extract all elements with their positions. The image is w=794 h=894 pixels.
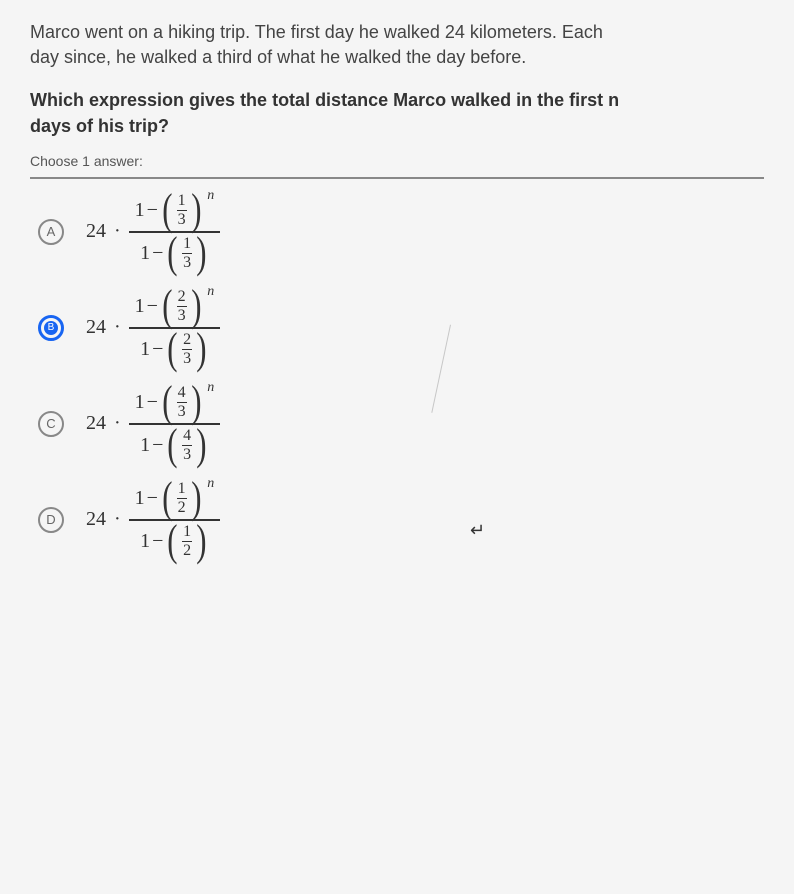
numerator: 1 − (13)n (129, 193, 221, 233)
coefficient: 24 (86, 412, 106, 435)
main-fraction: 1 − (13)n1 − (13) (129, 193, 221, 271)
answer-choice[interactable]: B 24 · 1 − (23)n1 − (23) (30, 289, 764, 367)
numerator: 1 − (12)n (129, 481, 221, 521)
denominator: 1 − (13) (129, 233, 221, 271)
formula: 24 · 1 − (13)n1 − (13) (86, 193, 220, 271)
choice-letter: C (46, 416, 55, 431)
prompt-line-1: Which expression gives the total distanc… (30, 90, 619, 110)
numerator: 1 − (43)n (129, 385, 221, 425)
multiply-dot: · (114, 508, 121, 531)
formula: 24 · 1 − (12)n1 − (12) (86, 481, 220, 559)
coefficient: 24 (86, 316, 106, 339)
choice-letter: A (47, 224, 56, 239)
coefficient: 24 (86, 508, 106, 531)
denominator: 1 − (43) (129, 425, 221, 463)
choice-letter: D (46, 512, 55, 527)
main-fraction: 1 − (23)n1 − (23) (129, 289, 221, 367)
denominator: 1 − (23) (129, 329, 221, 367)
coefficient: 24 (86, 220, 106, 243)
main-fraction: 1 − (43)n1 − (43) (129, 385, 221, 463)
radio-button[interactable]: D (38, 507, 64, 533)
multiply-dot: · (114, 412, 121, 435)
radio-button[interactable]: C (38, 411, 64, 437)
answer-choice[interactable]: A 24 · 1 − (13)n1 − (13) (30, 193, 764, 271)
choice-letter: B (44, 321, 58, 335)
cursor-icon: ↵ (470, 520, 485, 541)
answers-container: A 24 · 1 − (13)n1 − (13) B 24 · 1 − (23)n1 − (2… (30, 193, 764, 559)
formula: 24 · 1 − (43)n1 − (43) (86, 385, 220, 463)
question-context: Marco went on a hiking trip. The first d… (30, 20, 764, 70)
radio-button[interactable]: A (38, 219, 64, 245)
denominator: 1 − (12) (129, 521, 221, 559)
answer-choice[interactable]: D 24 · 1 − (12)n1 − (12) (30, 481, 764, 559)
divider (30, 177, 764, 179)
question-prompt: Which expression gives the total distanc… (30, 88, 764, 138)
multiply-dot: · (114, 316, 121, 339)
numerator: 1 − (23)n (129, 289, 221, 329)
prompt-line-2: days of his trip? (30, 116, 169, 136)
choose-label: Choose 1 answer: (30, 153, 764, 169)
multiply-dot: · (114, 220, 121, 243)
context-line-1: Marco went on a hiking trip. The first d… (30, 22, 603, 42)
radio-button[interactable]: B (38, 315, 64, 341)
answer-choice[interactable]: C 24 · 1 − (43)n1 − (43) (30, 385, 764, 463)
main-fraction: 1 − (12)n1 − (12) (129, 481, 221, 559)
formula: 24 · 1 − (23)n1 − (23) (86, 289, 220, 367)
context-line-2: day since, he walked a third of what he … (30, 47, 526, 67)
